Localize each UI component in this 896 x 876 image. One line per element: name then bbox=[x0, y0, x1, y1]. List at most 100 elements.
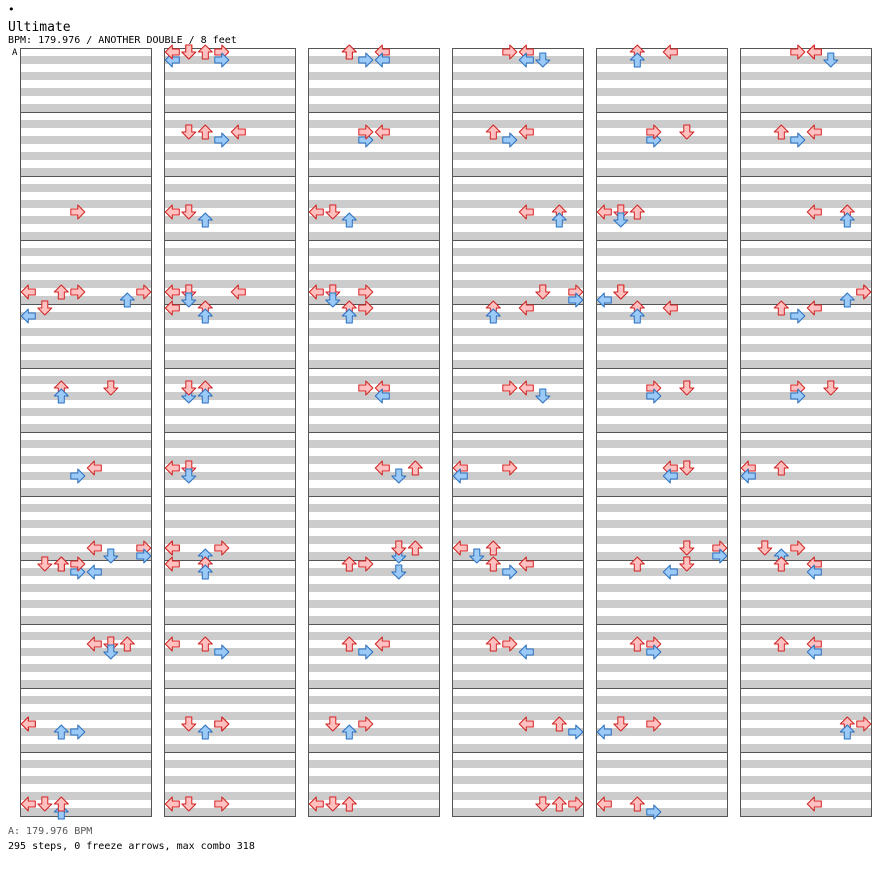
bpm-marker-label: A bbox=[12, 48, 18, 58]
step-arrow-up-8th bbox=[53, 388, 69, 404]
measure bbox=[308, 48, 440, 113]
step-arrow-up-4th bbox=[197, 636, 213, 652]
measure bbox=[308, 560, 440, 625]
step-arrow-up-4th bbox=[551, 716, 567, 732]
measure bbox=[740, 48, 872, 113]
step-arrow-down-4th bbox=[325, 204, 341, 220]
step-arrow-up-8th bbox=[839, 212, 855, 228]
step-arrow-up-8th bbox=[53, 724, 69, 740]
measure bbox=[452, 496, 584, 561]
step-arrow-down-4th bbox=[613, 284, 629, 300]
measure bbox=[452, 688, 584, 753]
step-arrow-right-4th bbox=[856, 284, 872, 300]
measure bbox=[740, 176, 872, 241]
step-arrow-up-4th bbox=[629, 204, 645, 220]
measure bbox=[164, 688, 296, 753]
step-arrow-left-4th bbox=[164, 636, 180, 652]
step-arrow-right-4th bbox=[136, 284, 152, 300]
step-arrow-down-4th bbox=[679, 460, 695, 476]
measure bbox=[164, 304, 296, 369]
step-arrow-down-8th bbox=[391, 564, 407, 580]
step-arrow-up-8th bbox=[197, 564, 213, 580]
step-arrow-right-8th bbox=[214, 644, 230, 660]
step-arrow-left-4th bbox=[164, 556, 180, 572]
measure bbox=[308, 432, 440, 497]
step-arrow-left-8th bbox=[518, 644, 534, 660]
measure bbox=[596, 176, 728, 241]
step-arrow-right-8th bbox=[646, 804, 662, 820]
step-arrow-up-4th bbox=[53, 556, 69, 572]
step-arrow-left-4th bbox=[374, 636, 390, 652]
measure bbox=[596, 496, 728, 561]
measure bbox=[740, 240, 872, 305]
step-arrow-right-4th bbox=[70, 556, 86, 572]
step-arrow-up-4th bbox=[341, 556, 357, 572]
step-arrow-up-4th bbox=[341, 796, 357, 812]
measure bbox=[596, 112, 728, 177]
step-arrow-left-4th bbox=[662, 300, 678, 316]
step-arrow-left-8th bbox=[374, 388, 390, 404]
step-arrow-down-4th bbox=[103, 380, 119, 396]
step-arrow-up-4th bbox=[773, 124, 789, 140]
step-arrow-left-4th bbox=[518, 380, 534, 396]
step-arrow-up-8th bbox=[341, 212, 357, 228]
step-arrow-right-8th bbox=[358, 644, 374, 660]
measure bbox=[164, 368, 296, 433]
step-arrow-left-8th bbox=[596, 292, 612, 308]
step-arrow-up-4th bbox=[485, 540, 501, 556]
measure bbox=[20, 48, 152, 113]
measure bbox=[596, 432, 728, 497]
step-arrow-up-4th bbox=[407, 460, 423, 476]
measure bbox=[596, 368, 728, 433]
step-arrow-up-4th bbox=[341, 44, 357, 60]
step-arrow-right-4th bbox=[502, 380, 518, 396]
step-arrow-left-4th bbox=[308, 284, 324, 300]
step-arrow-left-4th bbox=[308, 796, 324, 812]
step-arrow-right-8th bbox=[358, 52, 374, 68]
step-arrow-left-8th bbox=[86, 564, 102, 580]
measure bbox=[20, 752, 152, 817]
measure bbox=[452, 304, 584, 369]
step-arrow-right-8th bbox=[214, 52, 230, 68]
measure bbox=[596, 624, 728, 689]
step-arrow-right-8th bbox=[70, 468, 86, 484]
measure bbox=[308, 240, 440, 305]
measure bbox=[308, 112, 440, 177]
step-arrow-right-8th bbox=[136, 548, 152, 564]
step-arrow-up-4th bbox=[773, 636, 789, 652]
step-arrow-up-8th bbox=[197, 388, 213, 404]
step-arrow-down-4th bbox=[679, 380, 695, 396]
measure bbox=[740, 368, 872, 433]
step-arrow-left-8th bbox=[806, 644, 822, 660]
measure bbox=[164, 112, 296, 177]
step-arrow-left-4th bbox=[596, 796, 612, 812]
measure bbox=[740, 624, 872, 689]
step-arrow-down-4th bbox=[181, 796, 197, 812]
measure bbox=[164, 432, 296, 497]
step-arrow-up-4th bbox=[53, 796, 69, 812]
step-arrow-left-8th bbox=[518, 52, 534, 68]
step-arrow-up-8th bbox=[341, 308, 357, 324]
measure bbox=[740, 432, 872, 497]
measure bbox=[452, 112, 584, 177]
measure bbox=[308, 624, 440, 689]
measure bbox=[452, 752, 584, 817]
step-arrow-down-4th bbox=[679, 124, 695, 140]
footer-bpm: A: 179.976 BPM bbox=[8, 826, 93, 837]
measure bbox=[164, 496, 296, 561]
step-arrow-left-4th bbox=[518, 716, 534, 732]
step-arrow-down-8th bbox=[469, 548, 485, 564]
step-arrow-left-4th bbox=[518, 300, 534, 316]
step-arrow-left-4th bbox=[806, 796, 822, 812]
step-arrow-up-4th bbox=[485, 636, 501, 652]
step-arrow-right-4th bbox=[358, 716, 374, 732]
step-arrow-left-4th bbox=[86, 636, 102, 652]
step-arrow-right-4th bbox=[502, 636, 518, 652]
step-arrow-up-4th bbox=[341, 636, 357, 652]
step-arrow-down-4th bbox=[679, 540, 695, 556]
step-arrow-left-8th bbox=[20, 308, 36, 324]
step-arrow-left-4th bbox=[164, 204, 180, 220]
song-title: Ultimate bbox=[8, 20, 71, 35]
measure bbox=[452, 48, 584, 113]
